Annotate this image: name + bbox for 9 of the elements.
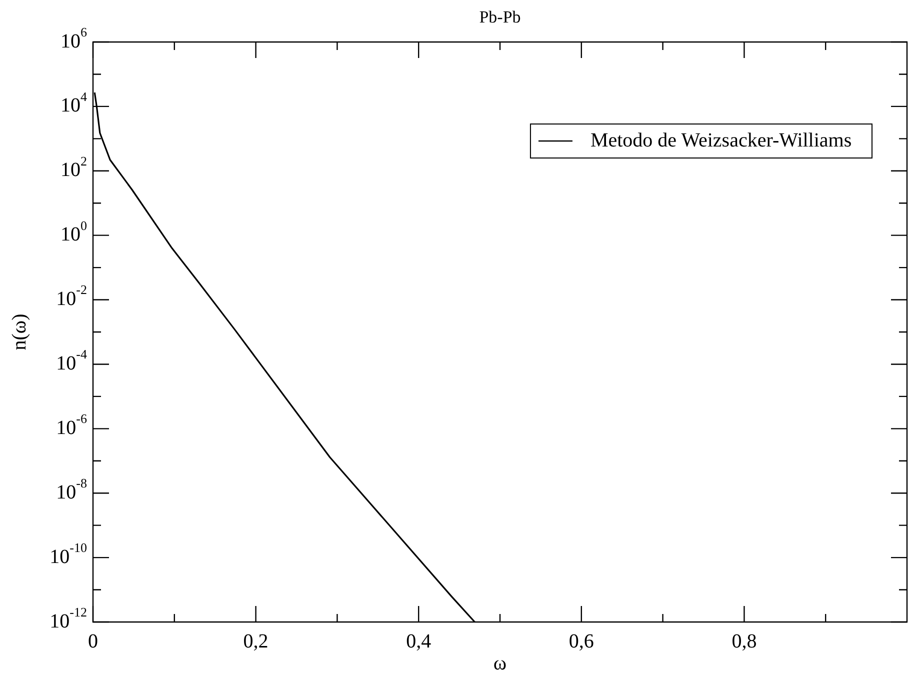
legend-label: Metodo de Weizsacker-Williams: [590, 129, 852, 152]
y-axis-title: n(ω): [8, 314, 30, 350]
x-tick-label: 0,2: [243, 630, 268, 652]
chart-title: Pb-Pb: [479, 7, 521, 26]
x-tick-label: 0: [88, 630, 98, 652]
x-tick-label: 0,4: [406, 630, 432, 652]
x-tick-label: 0,6: [568, 630, 594, 652]
x-axis-title: ω: [493, 652, 507, 673]
x-tick-label: 0,8: [732, 630, 757, 652]
